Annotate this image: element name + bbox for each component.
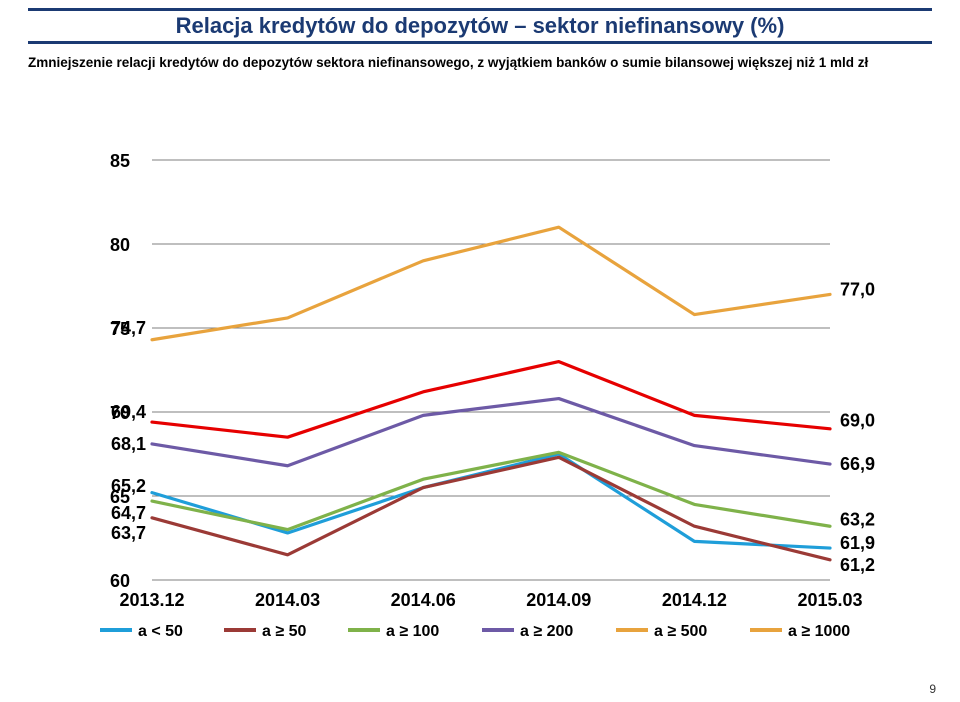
line-chart: 6065707580852013.122014.032014.062014.09…	[60, 150, 892, 650]
svg-text:a < 50: a < 50	[138, 623, 183, 640]
page: Relacja kredytów do depozytów – sektor n…	[0, 8, 960, 702]
svg-text:61,9: 61,9	[840, 533, 875, 553]
svg-text:2013.12: 2013.12	[119, 590, 184, 610]
subtitle: Zmniejszenie relacji kredytów do depozyt…	[28, 54, 932, 72]
svg-text:2014.12: 2014.12	[662, 590, 727, 610]
svg-text:80: 80	[110, 235, 130, 255]
page-title: Relacja kredytów do depozytów – sektor n…	[28, 11, 932, 41]
svg-text:60: 60	[110, 571, 130, 591]
svg-text:2015.03: 2015.03	[797, 590, 862, 610]
svg-text:2014.06: 2014.06	[391, 590, 456, 610]
svg-text:74,7: 74,7	[111, 318, 146, 338]
title-bar: Relacja kredytów do depozytów – sektor n…	[28, 8, 932, 44]
svg-text:64,7: 64,7	[111, 503, 146, 523]
svg-text:a ≥ 50: a ≥ 50	[262, 623, 306, 640]
svg-text:65,2: 65,2	[111, 476, 146, 496]
svg-text:69,0: 69,0	[840, 410, 875, 430]
svg-text:a ≥ 100: a ≥ 100	[386, 623, 439, 640]
svg-text:2014.03: 2014.03	[255, 590, 320, 610]
svg-text:66,9: 66,9	[840, 454, 875, 474]
svg-text:68,1: 68,1	[111, 434, 146, 454]
svg-text:77,0: 77,0	[840, 279, 875, 299]
svg-text:61,2: 61,2	[840, 555, 875, 575]
svg-text:a ≥ 1000: a ≥ 1000	[788, 623, 850, 640]
svg-text:69,4: 69,4	[111, 402, 146, 422]
svg-text:63,7: 63,7	[111, 523, 146, 543]
svg-text:85: 85	[110, 151, 130, 171]
svg-text:a ≥ 200: a ≥ 200	[520, 623, 573, 640]
svg-text:2014.09: 2014.09	[526, 590, 591, 610]
title-rule-bottom	[28, 41, 932, 44]
svg-text:63,2: 63,2	[840, 510, 875, 530]
svg-text:a ≥ 500: a ≥ 500	[654, 623, 707, 640]
